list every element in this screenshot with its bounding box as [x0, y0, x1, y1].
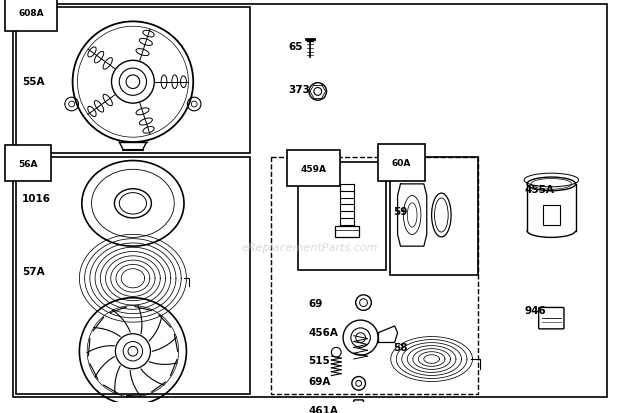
Text: 55A: 55A [22, 76, 45, 87]
Text: eReplacementParts.com: eReplacementParts.com [242, 242, 378, 252]
Text: 461A: 461A [308, 405, 338, 413]
Text: 56A: 56A [18, 159, 38, 169]
Text: 65: 65 [288, 42, 303, 52]
Text: 69: 69 [308, 298, 322, 308]
Text: 57A: 57A [22, 267, 45, 277]
Text: 59: 59 [394, 206, 408, 216]
Text: 608A: 608A [18, 9, 44, 18]
Text: 58: 58 [392, 342, 407, 353]
Text: 373: 373 [288, 85, 311, 95]
Text: 455A: 455A [524, 184, 554, 194]
Text: 946: 946 [524, 306, 546, 316]
Text: 60A: 60A [392, 159, 411, 168]
Text: 69A: 69A [308, 377, 330, 387]
Text: 459A: 459A [300, 164, 326, 173]
Text: 515: 515 [308, 355, 330, 365]
Text: 1016: 1016 [22, 194, 51, 204]
Text: 456A: 456A [308, 327, 338, 337]
